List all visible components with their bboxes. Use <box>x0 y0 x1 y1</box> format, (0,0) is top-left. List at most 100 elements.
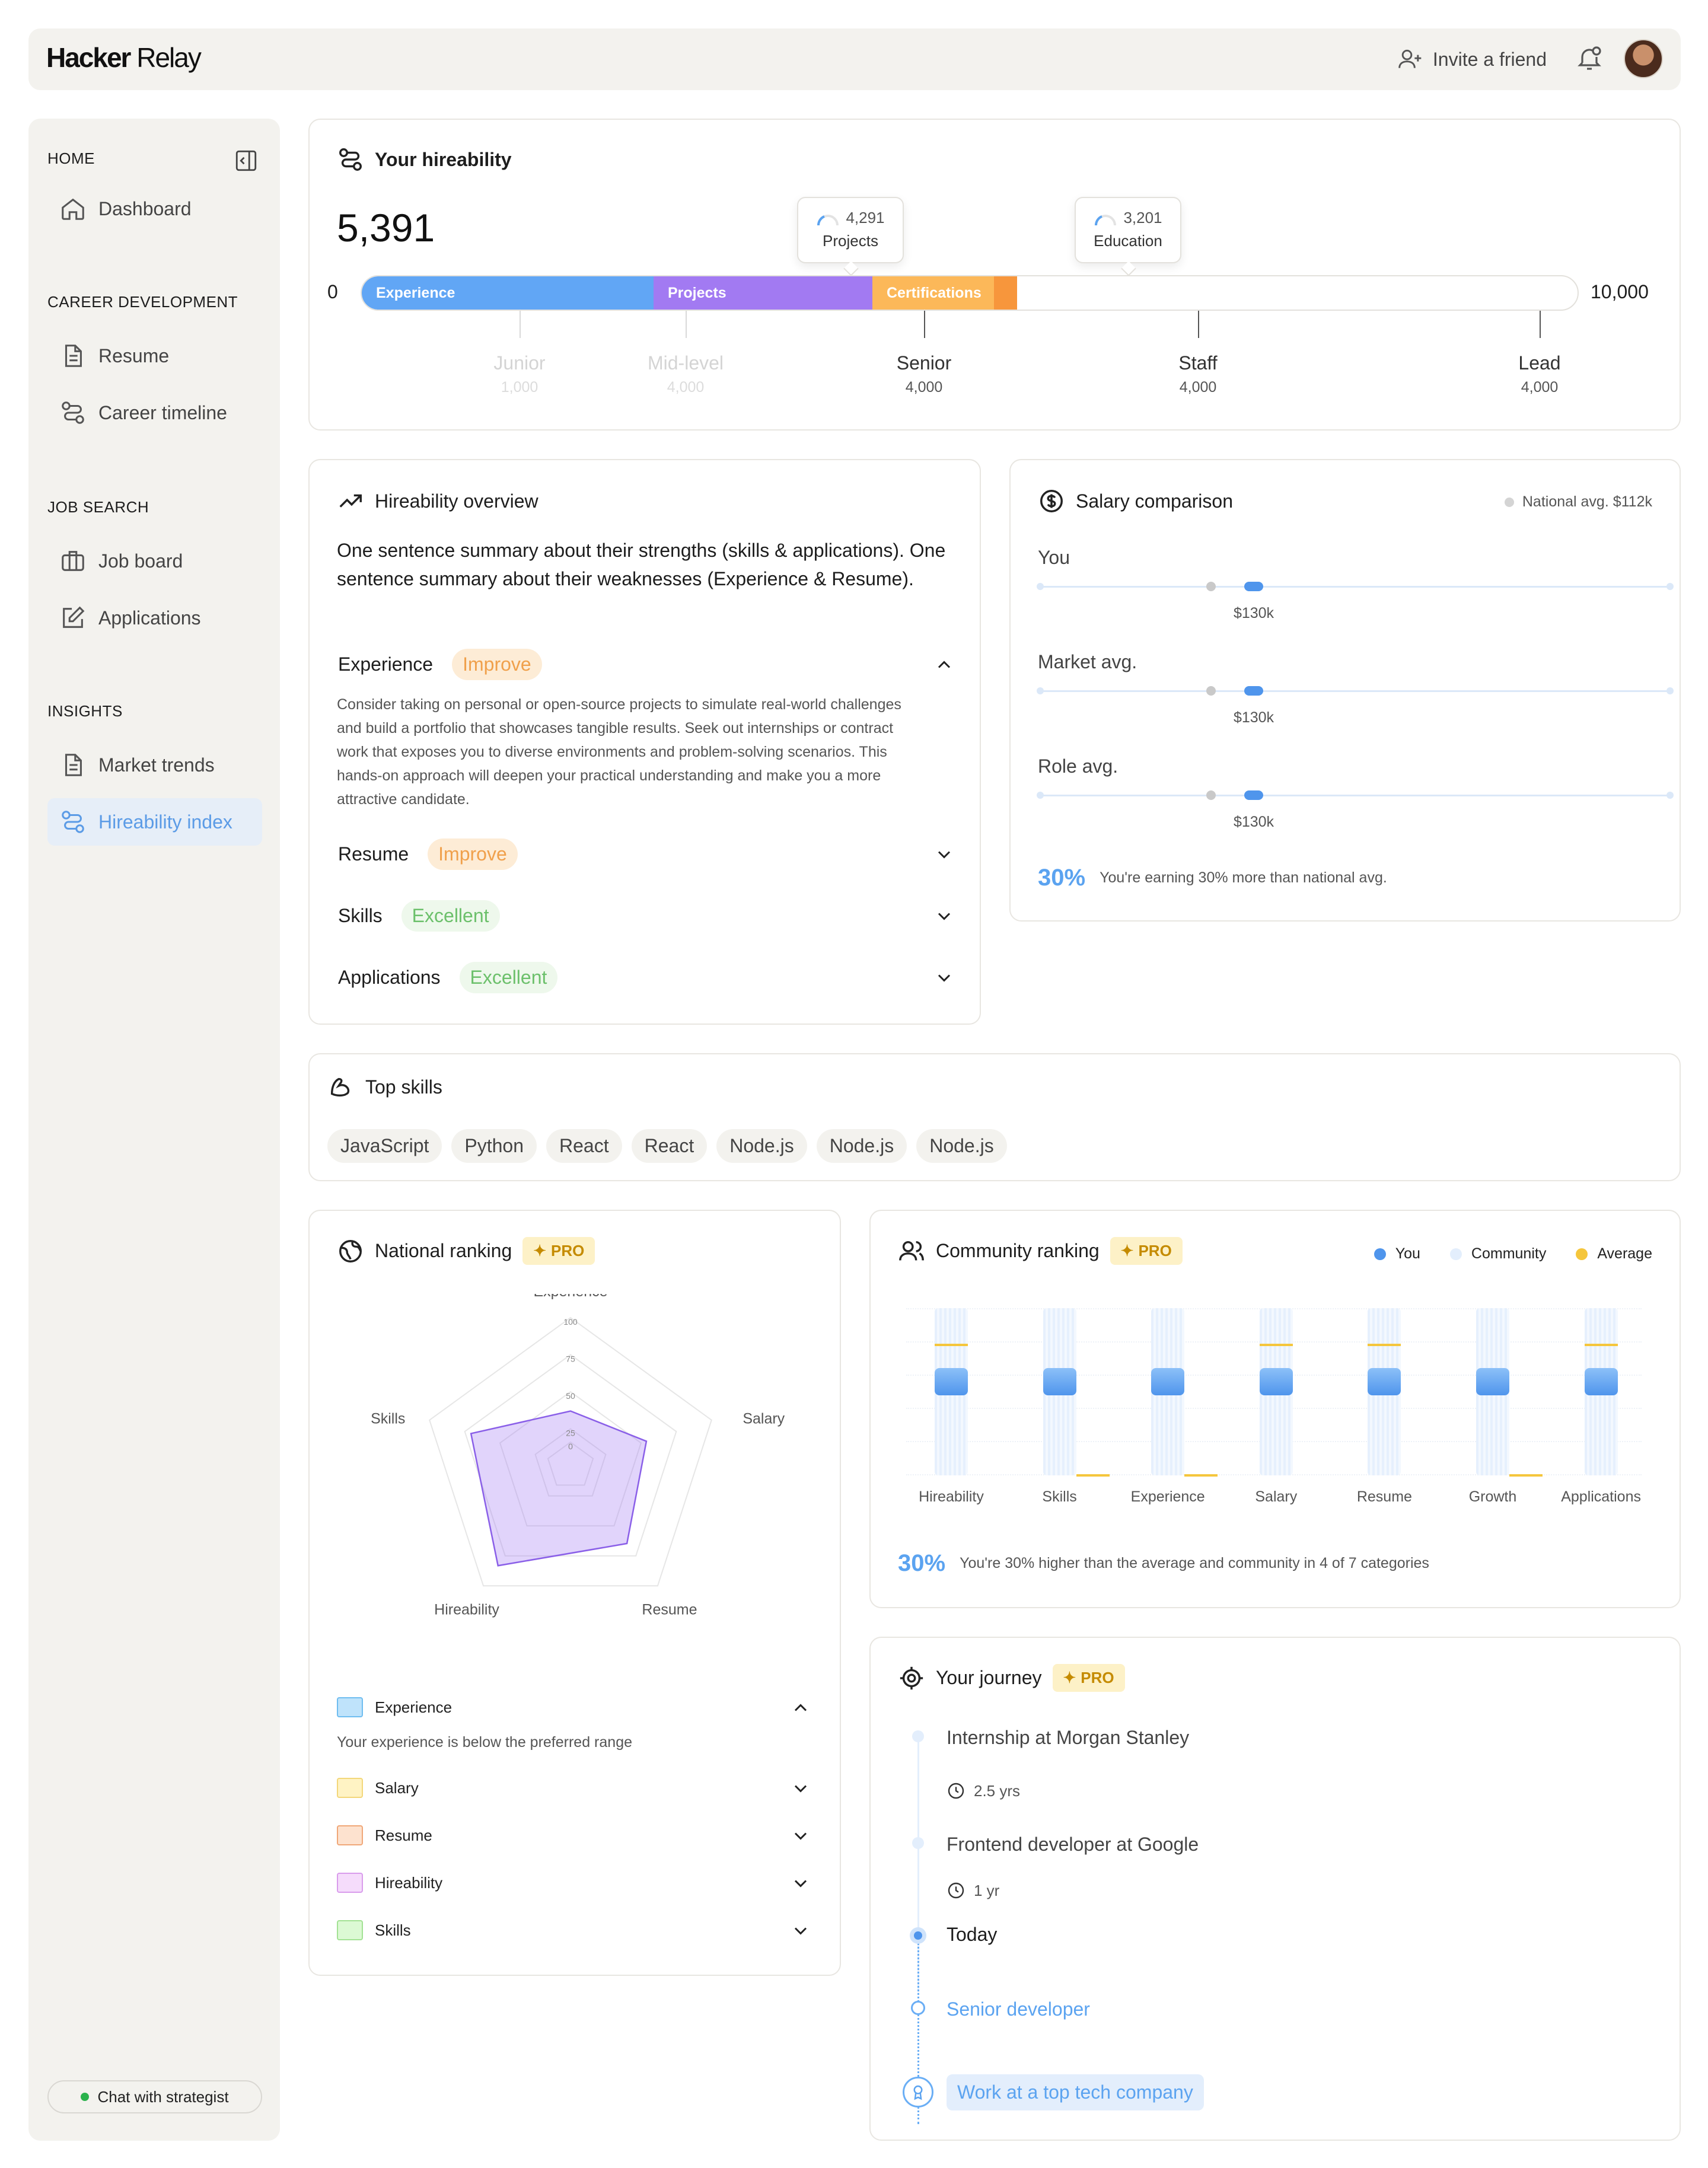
national-average-dot <box>1504 497 1514 507</box>
status-badge: Excellent <box>401 900 500 932</box>
sidebar-item-label: Hireability index <box>98 811 232 833</box>
salary-row-label: You <box>1038 547 1070 568</box>
skill-pill[interactable]: Python <box>451 1129 537 1163</box>
sidebar-item-job-board[interactable]: Job board <box>47 537 262 585</box>
users-icon <box>899 1241 924 1260</box>
average-marker <box>1584 1344 1618 1347</box>
segment-other[interactable] <box>994 276 1018 310</box>
skill-pill[interactable]: React <box>546 1129 622 1163</box>
legend-item-experience[interactable]: Experience <box>337 1697 811 1717</box>
item-label: Resume <box>338 843 409 865</box>
invite-label: Invite a friend <box>1432 48 1547 70</box>
chevron-down-icon[interactable] <box>933 967 955 989</box>
community-footer: 30% You're 30% higher than the average a… <box>898 1550 1429 1577</box>
chevron-down-icon[interactable] <box>933 844 955 865</box>
level-value: 4,000 <box>1521 379 1559 396</box>
legend-item-resume[interactable]: Resume <box>337 1825 811 1845</box>
sidebar-item-dashboard[interactable]: Dashboard <box>47 185 262 232</box>
level-staff: Staff 4,000 <box>1133 352 1263 396</box>
tooltip-education: 3,201 Education <box>1075 197 1181 276</box>
sidebar-item-label: Job board <box>98 550 183 572</box>
segment-experience[interactable]: Experience <box>362 276 654 310</box>
sidebar-item-market-trends[interactable]: Market trends <box>47 741 262 789</box>
overview-item-applications[interactable]: Applications Excellent <box>338 962 955 993</box>
radar-series-area <box>470 1410 648 1567</box>
national-average-marker <box>1206 790 1216 800</box>
journey-step-1: Internship at Morgan Stanley <box>947 1727 1190 1748</box>
hireability-score: 5,391 <box>337 206 435 250</box>
sidebar-item-career-timeline[interactable]: Career timeline <box>47 389 262 436</box>
legend-item-skills[interactable]: Skills <box>337 1920 811 1940</box>
you-bar-marker <box>1368 1368 1401 1396</box>
journey-goal[interactable]: Work at a top tech company <box>947 2074 1204 2110</box>
salary-value-marker[interactable] <box>1244 582 1263 591</box>
clock-icon <box>948 1882 964 1899</box>
status-badge: Excellent <box>459 962 558 993</box>
notification-bell-icon[interactable] <box>1575 44 1604 72</box>
segment-projects[interactable]: Projects <box>654 276 872 310</box>
salary-value-marker[interactable] <box>1244 686 1263 696</box>
journey-title: Your journey ✦ PRO <box>898 1664 1125 1692</box>
avatar[interactable] <box>1624 39 1663 78</box>
journey-next[interactable]: Senior developer <box>947 1998 1090 2020</box>
overview-item-experience[interactable]: Experience Improve <box>338 649 955 680</box>
route-icon <box>62 401 84 424</box>
segment-certifications[interactable]: Certifications <box>872 276 994 310</box>
chevron-up-icon[interactable] <box>790 1697 811 1719</box>
average-marker <box>1509 1474 1543 1477</box>
chevron-down-icon[interactable] <box>933 906 955 927</box>
status-badge: Improve <box>452 649 542 680</box>
skill-pill[interactable]: Node.js <box>716 1129 807 1163</box>
chevron-down-icon[interactable] <box>790 1873 811 1894</box>
chevron-down-icon[interactable] <box>790 1825 811 1847</box>
category-label: Salary <box>1255 1488 1298 1505</box>
community-bar[interactable] <box>1368 1308 1401 1475</box>
salary-footer-text: You're earning 30% more than national av… <box>1100 869 1387 886</box>
chevron-down-icon[interactable] <box>790 1920 811 1941</box>
dollar-circle-icon <box>1040 490 1063 512</box>
skill-pill[interactable]: React <box>631 1129 708 1163</box>
invite-friend-button[interactable]: Invite a friend <box>1397 46 1547 72</box>
tooltip-label: Projects <box>823 232 878 250</box>
skill-pill[interactable]: JavaScript <box>327 1129 442 1163</box>
section-insights: INSIGHTS <box>47 702 123 720</box>
average-marker <box>935 1344 968 1347</box>
journey-step-2: Frontend developer at Google <box>947 1834 1199 1855</box>
pro-badge: ✦ PRO <box>1052 1664 1125 1692</box>
skill-pill[interactable]: Node.js <box>816 1129 907 1163</box>
chat-with-strategist-button[interactable]: Chat with strategist <box>47 2080 262 2113</box>
level-junior: Junior 1,000 <box>454 352 585 396</box>
logo[interactable]: Hacker Relay <box>46 42 202 73</box>
legend-item-hireability[interactable]: Hireability <box>337 1873 811 1893</box>
community-bar[interactable] <box>1151 1308 1185 1475</box>
national-average-legend: National avg. $112k <box>1504 493 1652 511</box>
collapse-sidebar-icon[interactable] <box>234 148 259 173</box>
radar-tick-label: 25 <box>566 1429 575 1438</box>
community-bar[interactable] <box>935 1308 968 1475</box>
radar-axis-label: Skills <box>371 1411 405 1427</box>
community-bar[interactable] <box>1259 1308 1293 1475</box>
chevron-down-icon[interactable] <box>790 1778 811 1799</box>
overview-item-resume[interactable]: Resume Improve <box>338 838 955 870</box>
average-marker <box>1259 1344 1293 1347</box>
chevron-up-icon[interactable] <box>933 654 955 675</box>
sidebar-item-applications[interactable]: Applications <box>47 594 262 642</box>
sidebar-item-resume[interactable]: Resume <box>47 332 262 380</box>
community-bar[interactable] <box>1584 1308 1618 1475</box>
legend-item-salary[interactable]: Salary <box>337 1778 811 1798</box>
community-bar[interactable] <box>1043 1308 1076 1475</box>
radar-tick-label: 0 <box>568 1442 573 1451</box>
sidebar-item-label: Market trends <box>98 754 215 776</box>
scale-min: 0 <box>327 281 338 302</box>
document-icon <box>65 754 82 776</box>
salary-value-marker[interactable] <box>1244 790 1263 800</box>
skill-pill[interactable]: Node.js <box>916 1129 1007 1163</box>
timeline-future-line <box>917 1928 919 2124</box>
sidebar-item-hireability-index[interactable]: Hireability index <box>47 798 262 846</box>
legend-label: Resume <box>375 1826 432 1844</box>
overview-item-skills[interactable]: Skills Excellent <box>338 900 955 932</box>
community-bar[interactable] <box>1476 1308 1509 1475</box>
item-label: Skills <box>338 905 383 926</box>
community-footer-text: You're 30% higher than the average and c… <box>960 1555 1429 1571</box>
radar-axis-label: Salary <box>743 1411 785 1427</box>
